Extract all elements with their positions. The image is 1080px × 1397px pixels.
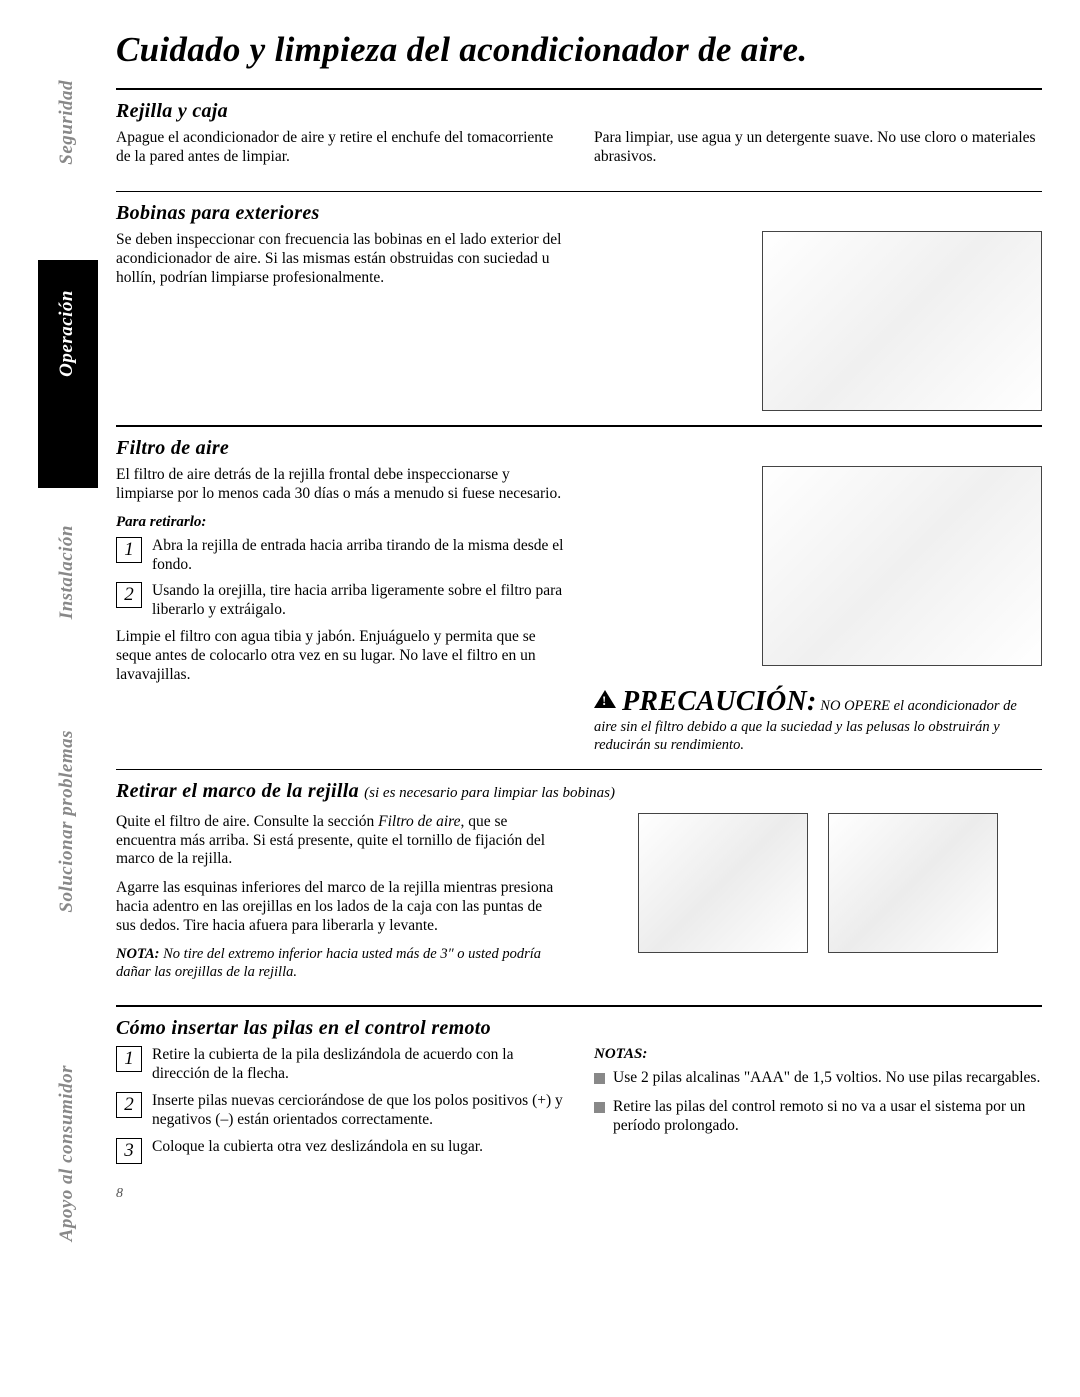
notas-heading: NOTAS:: [594, 1046, 1042, 1063]
step-number-icon: 2: [116, 1092, 142, 1118]
text: Usando la orejilla, tire hacia arriba li…: [152, 582, 564, 620]
divider: [116, 191, 1042, 192]
sidebar-tabs: Seguridad Operación Instalación Solucion…: [38, 30, 98, 1202]
page-number: 8: [116, 1186, 1042, 1202]
step-number-icon: 1: [116, 537, 142, 563]
caution-block: PRECAUCIÓN: NO OPERE el acondicionador d…: [594, 686, 1042, 755]
text: Agarre las esquinas inferiores del marco…: [116, 879, 564, 936]
step-number-icon: 2: [116, 582, 142, 608]
tab-operacion[interactable]: Operación: [56, 290, 78, 377]
caution-label: PRECAUCIÓN:: [622, 686, 817, 717]
illustration-grille-remove: [594, 813, 1042, 953]
bullet-icon: [594, 1073, 605, 1084]
divider: [116, 769, 1042, 770]
divider: [116, 1005, 1042, 1007]
step-number-icon: 3: [116, 1138, 142, 1164]
page-content: Cuidado y limpieza del acondicionador de…: [116, 30, 1042, 1202]
text: Limpie el filtro con agua tibia y jabón.…: [116, 628, 564, 685]
step-1: 1 Abra la rejilla de entrada hacia arrib…: [116, 537, 564, 575]
section-heading-pilas: Cómo insertar las pilas en el control re…: [116, 1017, 1042, 1040]
text: Retire las pilas del control remoto si n…: [613, 1098, 1042, 1136]
text: Use 2 pilas alcalinas "AAA" de 1,5 volti…: [613, 1069, 1040, 1088]
step-1: 1 Retire la cubierta de la pila deslizán…: [116, 1046, 564, 1084]
bullet: Retire las pilas del control remoto si n…: [594, 1098, 1042, 1136]
divider: [116, 425, 1042, 427]
tab-apoyo[interactable]: Apoyo al consumidor: [56, 1065, 78, 1241]
text: Coloque la cubierta otra vez deslizándol…: [152, 1138, 564, 1164]
illustration-filter-remove: [762, 466, 1042, 666]
tab-seguridad[interactable]: Seguridad: [56, 80, 78, 165]
text: Quite el filtro de aire. Consulte la sec…: [116, 813, 564, 870]
bullet-icon: [594, 1102, 605, 1113]
text: Para limpiar, use agua y un detergente s…: [594, 129, 1042, 167]
step-2: 2 Inserte pilas nuevas cerciorándose de …: [116, 1092, 564, 1130]
section-heading-bobinas: Bobinas para exteriores: [116, 202, 1042, 225]
text: El filtro de aire detrás de la rejilla f…: [116, 466, 564, 504]
note: NOTA: No tire del extremo inferior hacia…: [116, 946, 564, 981]
tab-solucionar[interactable]: Solucionar problemas: [56, 730, 78, 913]
bullet: Use 2 pilas alcalinas "AAA" de 1,5 volti…: [594, 1069, 1042, 1088]
step-3: 3 Coloque la cubierta otra vez deslizánd…: [116, 1138, 564, 1164]
text: Abra la rejilla de entrada hacia arriba …: [152, 537, 564, 575]
section-heading-retirar: Retirar el marco de la rejilla (si es ne…: [116, 780, 1042, 803]
step-number-icon: 1: [116, 1046, 142, 1072]
tab-instalacion[interactable]: Instalación: [56, 525, 78, 619]
step-2: 2 Usando la orejilla, tire hacia arriba …: [116, 582, 564, 620]
illustration-ac-window: [762, 231, 1042, 411]
text: Retire la cubierta de la pila deslizándo…: [152, 1046, 564, 1084]
text: Apague el acondicionador de aire y retir…: [116, 129, 564, 167]
section-heading-rejilla: Rejilla y caja: [116, 100, 1042, 123]
text: Se deben inspeccionar con frecuencia las…: [116, 231, 564, 288]
warning-icon: [594, 690, 616, 708]
text: Inserte pilas nuevas cerciorándose de qu…: [152, 1092, 564, 1130]
section-heading-filtro: Filtro de aire: [116, 437, 1042, 460]
subheading: Para retirarlo:: [116, 514, 564, 531]
page-title: Cuidado y limpieza del acondicionador de…: [116, 30, 1042, 70]
divider: [116, 88, 1042, 90]
